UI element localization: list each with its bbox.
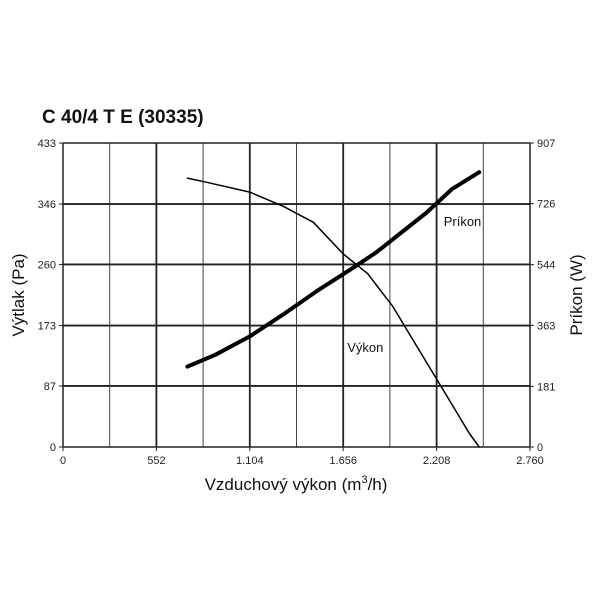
annotations: Výkon Príkon [347,214,481,355]
y-left-tick-label-2: 173 [38,321,56,333]
y-left-tick-label-0: 0 [50,442,56,454]
series [185,170,482,448]
y-right-tick-label-4: 726 [537,199,555,211]
x-tick-label-3: 1.656 [329,455,357,467]
y-right-tick-label-3: 544 [537,260,555,272]
y-left-tick-label-3: 260 [38,259,56,271]
x-tick-label-5: 2.760 [516,455,544,467]
y-right-tick-label-5: 907 [537,138,555,150]
annotation-1: Príkon [444,214,482,229]
y-left-tick-label-5: 433 [38,138,56,150]
ticks: 0 552 1.104 1.656 2.208 2.7600871732603464330… [38,138,556,467]
y-axis-left-label: Výtlak (Pa) [9,253,28,336]
y-right-tick-label-1: 181 [537,381,555,393]
series-line-prikon [185,170,482,369]
x-axis-label: Vzduchový výkon (m3/h) [205,474,388,494]
x-tick-label-0: 0 [60,455,66,467]
x-axis-label-sup: 3 [361,474,367,486]
y-right-tick-label-2: 363 [537,320,555,332]
grid [62,142,531,448]
x-axis-label-end: /h) [368,475,388,494]
annotation-0: Výkon [347,340,383,355]
series-line-vykon [186,177,480,448]
y-right-tick-label-0: 0 [537,442,543,454]
y-axis-right-label: Príkon (W) [567,254,586,335]
x-axis-label-main: Vzduchový výkon (m [205,475,362,494]
x-tick-label-2: 1.104 [236,455,264,467]
y-left-tick-label-1: 87 [44,381,56,393]
chart-title: C 40/4 T E (30335) [42,107,204,128]
y-left-tick-label-4: 346 [38,199,56,211]
x-tick-label-4: 2.208 [423,455,451,467]
x-tick-label-1: 552 [147,455,165,467]
